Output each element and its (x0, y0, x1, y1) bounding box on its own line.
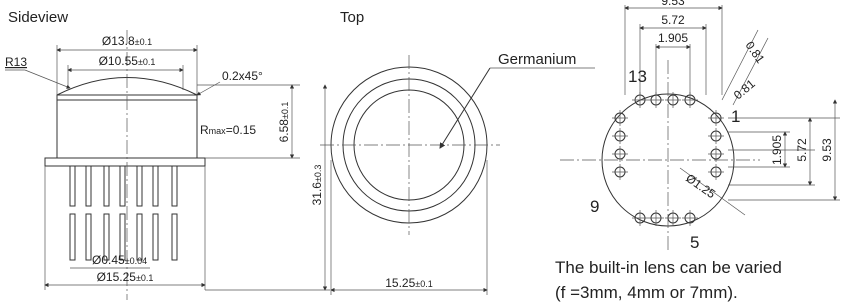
center-mark (612, 110, 628, 126)
dim-sub: max (209, 126, 227, 136)
dim-tol: ±0.1 (136, 273, 153, 283)
pin (137, 214, 142, 260)
dim-label: 1.905 (770, 135, 784, 165)
dim-tol: ±0.1 (415, 279, 432, 289)
pin-label: 5 (690, 233, 699, 252)
dim-main: Ø0.45 (92, 253, 125, 267)
pin-label: 13 (628, 67, 647, 86)
dim-label: Rmax=0.15 (200, 123, 256, 137)
label: Germanium (498, 51, 576, 68)
center-mark (612, 164, 628, 180)
center-mark (612, 128, 628, 144)
pin (153, 166, 158, 206)
center-mark (665, 210, 681, 226)
dim-tol: ±0.1 (135, 37, 152, 47)
pin-label: 1 (731, 107, 740, 126)
dim-label: Ø15.25±0.1 (97, 270, 154, 284)
dim-tol: ±0.1 (280, 102, 290, 119)
dim-label: 9.53 (820, 138, 834, 162)
dim-label: 9.53 (661, 0, 685, 8)
dim-main: 31.6 (310, 182, 324, 206)
side-drawing (5, 30, 330, 300)
title: Top (340, 9, 364, 26)
bottom-drawing (560, 5, 840, 250)
pin (172, 166, 177, 206)
dim-label: 5.72 (661, 13, 685, 27)
pin (86, 214, 91, 260)
pin (70, 214, 75, 260)
dim-label: 15.25±0.1 (385, 276, 432, 290)
title: Sideview (8, 9, 68, 26)
center-mark (612, 146, 628, 162)
pin-label: 9 (590, 197, 599, 216)
center-mark (708, 146, 724, 162)
dim-label: 31.6±0.3 (310, 165, 324, 206)
dim-label: Ø0.45±0.04 (92, 253, 147, 267)
note: (f =3mm, 4mm or 7mm). (555, 283, 738, 302)
dim-label: 0.81 (731, 76, 758, 102)
dim-label: 1.905 (658, 31, 688, 45)
drawing: Sideview R13 Ø13.8±0.1 Ø10.55±0.1 0.2x45… (0, 0, 848, 304)
pin (153, 214, 158, 260)
dim-label: Ø10.55±0.1 (99, 54, 156, 68)
dim-main: Ø15.25 (97, 270, 137, 284)
pin (70, 166, 75, 206)
dim-main: Ø10.55 (99, 54, 139, 68)
center-mark (708, 128, 724, 144)
pin (120, 166, 125, 206)
dim-rest: =0.15 (226, 123, 257, 137)
dim-tol: ±0.3 (313, 165, 323, 182)
dim-main: Ø13.8 (102, 34, 135, 48)
pin (137, 166, 142, 206)
top-drawing (320, 55, 595, 295)
dim-label: 0.2x45° (222, 69, 263, 83)
dim-tol: ±0.1 (138, 57, 155, 67)
dim-tol: ±0.04 (125, 256, 147, 266)
dim-label: 6.58±0.1 (277, 102, 291, 143)
center-mark (708, 110, 724, 126)
dim-main: R (200, 123, 209, 137)
pin (172, 214, 177, 260)
dim-label: R13 (5, 55, 27, 69)
dim-label: 5.72 (795, 138, 809, 162)
dim-label: Ø13.8±0.1 (102, 34, 152, 48)
pin (86, 166, 91, 206)
center-mark (708, 164, 724, 180)
center-mark (632, 210, 648, 226)
dim-main: 6.58 (277, 119, 291, 143)
pin (104, 166, 109, 206)
note: The built-in lens can be varied (555, 258, 782, 277)
dim-main: 15.25 (385, 276, 415, 290)
